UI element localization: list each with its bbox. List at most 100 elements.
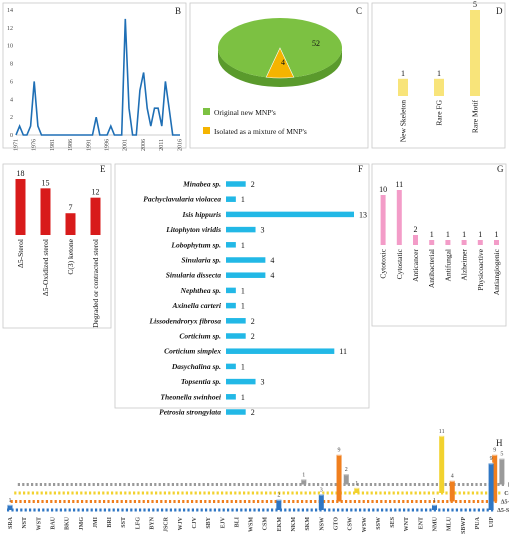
e-category-label: C(3) ketone [66, 238, 75, 274]
g-bar [494, 240, 499, 245]
h-category-label: SBY [206, 516, 212, 528]
g-bar-value: 1 [430, 230, 434, 239]
f-category-label: Corticium simplex [164, 347, 221, 356]
b-ytick-label: 2 [10, 115, 13, 121]
h-category-label: PUA [475, 516, 481, 529]
h-category-label: WST [36, 517, 42, 530]
h-bar-top [343, 472, 349, 476]
b-ytick-label: 4 [10, 97, 13, 103]
panel-e-letter: E [100, 164, 106, 174]
h-bar [488, 463, 494, 510]
g-category-label: Cytostatic [395, 248, 404, 279]
f-bar-value: 1 [241, 302, 245, 311]
panel-g-bar-chart: G 10Cytotoxic11Cytostatic2Anticancer1Ant… [371, 163, 507, 327]
b-xtick-label: 1991 [86, 139, 92, 151]
h-bar [7, 504, 13, 510]
panel-d-bar-chart: D 1 New Skeleton 1 Rare FG 5 Rare Motif [371, 0, 506, 149]
panel-d-frame [371, 2, 506, 149]
f-bar [226, 394, 236, 400]
h-legend-label: Δ5-Oxidized sterol [501, 500, 509, 506]
h-bar-top [492, 453, 498, 457]
e-bar-value: 7 [69, 203, 73, 212]
h-bar [354, 487, 360, 493]
h-category-label: JSCR [164, 516, 170, 532]
f-bar-value: 2 [251, 180, 255, 189]
pie-side-wall [218, 48, 342, 87]
f-category-label: Isis hippuris [181, 210, 221, 219]
pie-value-original: 52 [312, 39, 320, 48]
h-bar-value: 3 [320, 487, 323, 493]
panel-b-letter: B [175, 6, 181, 16]
g-bar-value: 1 [495, 230, 499, 239]
g-bar-value: 1 [478, 230, 482, 239]
g-category-label: Cytotoxic [379, 248, 388, 278]
h-bar-value: 4 [451, 474, 454, 480]
h-category-label: EKM [277, 517, 283, 532]
f-category-label: Theonella swinhoei [160, 392, 222, 401]
g-category-label: Anticancer [411, 249, 420, 282]
b-xtick-label: 1971 [13, 139, 19, 151]
pie-slice-mixture [265, 47, 295, 79]
h-category-label: MLU [447, 516, 453, 531]
g-bar-value: 1 [462, 230, 466, 239]
h-category-label: JMI [93, 516, 99, 528]
f-category-label: Petrosia strongylata [159, 408, 221, 417]
e-bar [15, 179, 26, 235]
g-bar-value: 1 [446, 230, 450, 239]
h-category-label: SSW [376, 517, 382, 530]
e-bar-value: 12 [92, 188, 100, 197]
h-legend-label: C(3) ketone [504, 490, 509, 497]
panel-d-letter: D [496, 6, 503, 16]
h-bar-value: 9 [493, 448, 496, 454]
panel-g-frame [371, 163, 507, 327]
g-category-label: Antibacterial [427, 249, 436, 288]
f-bar-value: 1 [241, 362, 245, 371]
f-bar-value: 1 [241, 195, 245, 204]
g-bar [380, 195, 386, 245]
f-bar [226, 257, 266, 263]
h-category-label: BLI [234, 516, 240, 527]
g-bar [396, 190, 402, 245]
h-bar-value: 9 [490, 456, 493, 462]
f-category-label: Pachyclavularia violacea [143, 195, 221, 204]
panel-b-line-chart: B 0 2 4 6 8 10 12 14 1971 1976 1981 1986 1991 1996 200… [2, 2, 187, 151]
f-bar [226, 363, 236, 370]
b-xtick-label: 1996 [104, 139, 110, 151]
h-bar-value: 1 [433, 498, 436, 504]
h-category-label: JMG [79, 517, 85, 531]
f-bar [226, 333, 246, 339]
pie-legend-label: Isolated as a mixture of MNP's [214, 127, 307, 136]
g-category-label: Antifungal [443, 249, 452, 282]
f-category-label: Axinella carteri [171, 301, 221, 310]
f-bar [226, 378, 256, 385]
g-bar-value: 2 [414, 225, 418, 234]
h-bar [343, 474, 349, 485]
h-category-label: BRI [107, 516, 113, 527]
h-bar-top [276, 498, 282, 501]
b-ytick-label: 0 [10, 133, 13, 139]
h-category-label: CSW [348, 517, 354, 531]
b-ytick-label: 12 [7, 26, 13, 32]
f-bar [226, 318, 246, 324]
pie-legend-swatch [203, 127, 210, 134]
panel-h-letter: H [496, 438, 503, 448]
h-category-label: WSW [362, 517, 368, 532]
h-bar [499, 458, 505, 485]
f-bar [226, 181, 246, 187]
b-ytick-label: 8 [10, 62, 13, 68]
b-ytick-label: 10 [7, 44, 13, 50]
b-xtick-label: 2011 [159, 139, 165, 151]
h-category-label: SST [121, 517, 127, 528]
h-bar [492, 454, 498, 502]
g-bar [477, 240, 483, 245]
h-category-label: SRA [8, 516, 14, 529]
f-bar [226, 287, 236, 294]
f-bar-value: 3 [261, 378, 265, 387]
g-bar-value: 11 [395, 180, 403, 189]
b-xtick-label: 2016 [177, 139, 183, 151]
d-bar-value: 1 [401, 69, 405, 78]
g-bar [445, 240, 451, 245]
f-category-label: Topsentia sp. [181, 377, 221, 386]
d-category-label: New Skeleton [399, 100, 408, 143]
